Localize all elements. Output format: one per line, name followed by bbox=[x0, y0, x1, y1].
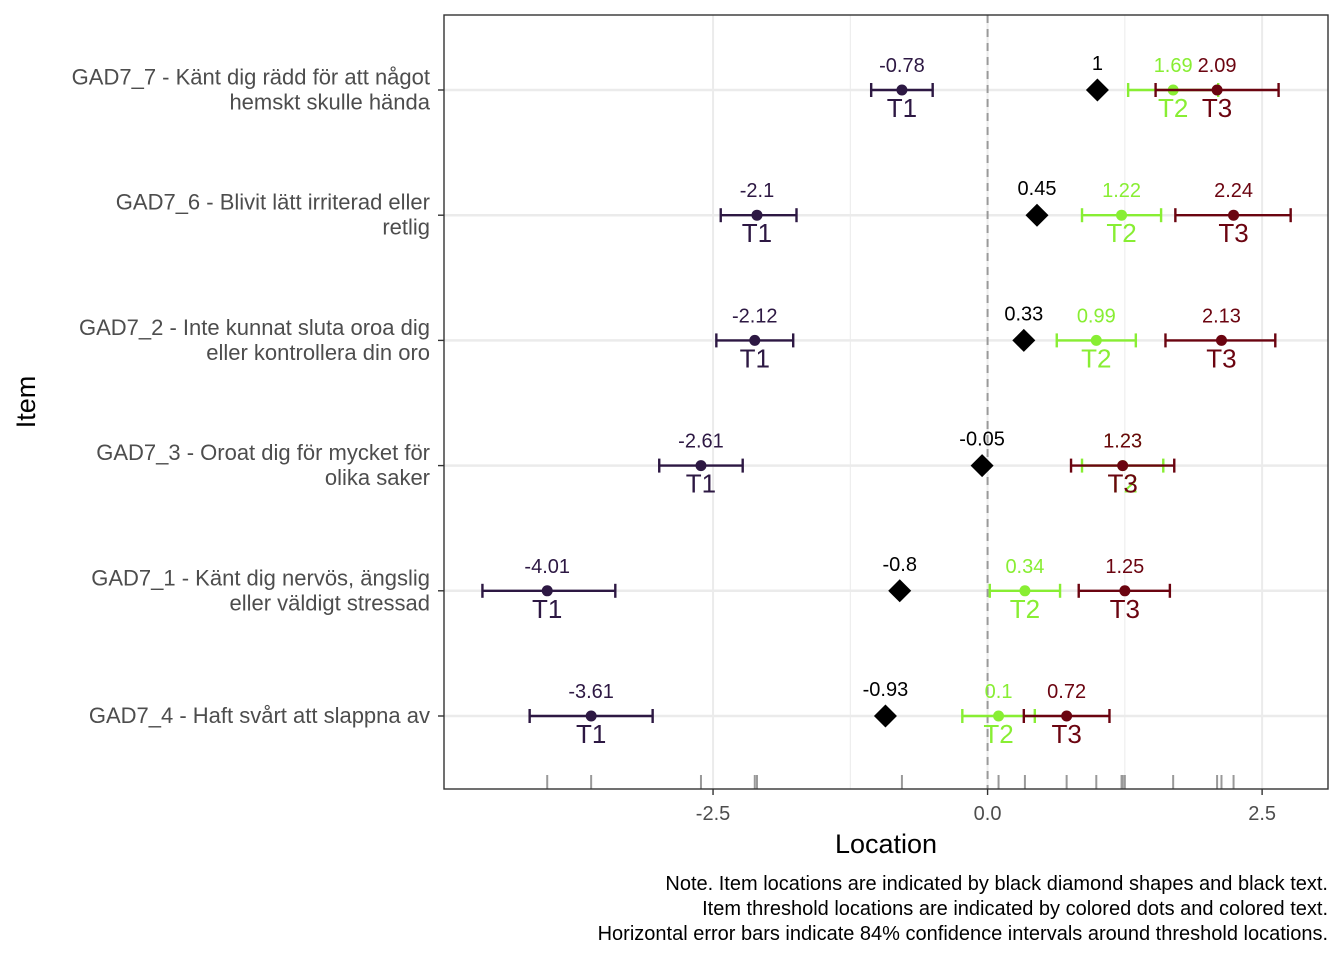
threshold-name-label-t3: T3 bbox=[1051, 719, 1081, 749]
threshold-value-label-t3: 0.72 bbox=[1047, 681, 1086, 703]
item-location-diamond bbox=[970, 454, 994, 478]
plot-panel-border bbox=[443, 14, 1329, 790]
item-row-3: -2.12 T1 0.99 T2 2.13 T3 0.33 bbox=[715, 303, 1277, 373]
threshold-value-label-t1: -2.12 bbox=[732, 305, 778, 327]
note-line-1: Note. Item locations are indicated by bl… bbox=[665, 873, 1328, 895]
threshold-value-label-t2: 1.69 bbox=[1154, 55, 1193, 77]
x-axis: -2.5 0.0 2.5 bbox=[696, 789, 1276, 825]
threshold-point-t1 bbox=[749, 334, 761, 346]
y-tick-label: eller kontrollera din oro bbox=[206, 340, 430, 365]
x-tick-label: 2.5 bbox=[1248, 803, 1276, 825]
threshold-name-label-t3: T3 bbox=[1206, 343, 1236, 373]
y-tick-label: GAD7_4 - Haft svårt att slappna av bbox=[89, 703, 430, 728]
threshold-name-label-t1: T1 bbox=[740, 343, 770, 373]
threshold-value-label-t3: 1.23 bbox=[1103, 431, 1142, 453]
item-location-label: -0.8 bbox=[882, 554, 916, 576]
chart-marks: -0.78 T1 1.69 T2 2.09 T3 1 -2.1 T1 1.22 T2 2.24 T3 0.… bbox=[481, 53, 1292, 749]
threshold-name-label-t2: T2 bbox=[1158, 93, 1188, 123]
threshold-value-label-t3: 2.24 bbox=[1214, 180, 1253, 202]
threshold-point-t2 bbox=[1116, 209, 1128, 221]
threshold-value-label-t3: 2.13 bbox=[1202, 305, 1241, 327]
threshold-name-label-t1: T1 bbox=[742, 218, 772, 248]
item-row-6: -3.61 T1 0.1 T2 0.72 T3 -0.93 bbox=[528, 679, 1111, 749]
threshold-point-t1 bbox=[896, 84, 908, 96]
threshold-point-t2 bbox=[993, 710, 1005, 722]
threshold-name-label-t1: T1 bbox=[532, 594, 562, 624]
threshold-point-t3 bbox=[1228, 209, 1240, 221]
threshold-name-label-t3: T3 bbox=[1202, 93, 1232, 123]
note-line-2: Item threshold locations are indicated b… bbox=[702, 898, 1328, 920]
x-tick-label: -2.5 bbox=[696, 803, 730, 825]
threshold-name-label-t2: T2 bbox=[1010, 594, 1040, 624]
threshold-point-t1 bbox=[585, 710, 597, 722]
threshold-value-label-t2: 0.34 bbox=[1005, 556, 1044, 578]
threshold-point-t3 bbox=[1117, 460, 1129, 472]
y-tick-label: retlig bbox=[382, 215, 430, 240]
y-tick-label: hemskt skulle hända bbox=[229, 90, 430, 115]
note-line-3: Horizontal error bars indicate 84% confi… bbox=[598, 923, 1328, 945]
threshold-name-label-t3: T3 bbox=[1110, 594, 1140, 624]
threshold-value-label-t2: 1.23 bbox=[1103, 431, 1142, 453]
y-tick-label: GAD7_6 - Blivit lätt irriterad eller bbox=[116, 190, 430, 215]
item-location-label: -0.05 bbox=[959, 429, 1005, 451]
threshold-point-t1 bbox=[541, 585, 553, 597]
threshold-name-label-t3: T3 bbox=[1218, 218, 1248, 248]
y-tick-label: GAD7_3 - Oroat dig för mycket för bbox=[96, 440, 430, 465]
plot-panel bbox=[444, 15, 1328, 789]
threshold-value-label-t2: 0.1 bbox=[985, 681, 1013, 703]
threshold-point-t2 bbox=[1090, 334, 1102, 346]
x-axis-title: Location bbox=[835, 829, 937, 859]
y-axis-title: Item bbox=[11, 376, 41, 429]
y-tick-label: GAD7_1 - Känt dig nervös, ängslig bbox=[91, 565, 430, 590]
x-tick-label: 0.0 bbox=[974, 803, 1002, 825]
item-location-diamond bbox=[1025, 203, 1049, 227]
threshold-value-label-t3: 1.25 bbox=[1105, 556, 1144, 578]
y-tick-label: olika saker bbox=[325, 465, 430, 490]
threshold-name-label-t2: T2 bbox=[1106, 218, 1136, 248]
threshold-point-t3 bbox=[1119, 585, 1131, 597]
y-axis: GAD7_7 - Känt dig rädd för att någothems… bbox=[72, 65, 444, 728]
item-location-label: -0.93 bbox=[863, 679, 909, 701]
threshold-value-label-t1: -2.1 bbox=[740, 180, 774, 202]
threshold-point-t2 bbox=[1019, 585, 1031, 597]
minor-gridlines bbox=[849, 15, 1126, 789]
threshold-value-label-t2: 0.99 bbox=[1077, 305, 1116, 327]
caption-note: Note. Item locations are indicated by bl… bbox=[598, 873, 1328, 945]
threshold-name-label-t1: T1 bbox=[576, 719, 606, 749]
rug-marks bbox=[546, 775, 1235, 789]
threshold-value-label-t1: -4.01 bbox=[524, 556, 570, 578]
threshold-name-label-t1: T1 bbox=[686, 469, 716, 499]
threshold-point-t3 bbox=[1211, 84, 1223, 96]
threshold-name-label-t3: T3 bbox=[1107, 469, 1137, 499]
item-location-label: 0.45 bbox=[1018, 178, 1057, 200]
item-location-diamond bbox=[1085, 78, 1109, 102]
y-tick-label: GAD7_7 - Känt dig rädd för att något bbox=[72, 65, 430, 90]
threshold-value-label-t3: 2.09 bbox=[1198, 55, 1237, 77]
item-row-2: -2.1 T1 1.22 T2 2.24 T3 0.45 bbox=[719, 178, 1292, 248]
threshold-value-label-t1: -0.78 bbox=[879, 55, 925, 77]
threshold-point-t3 bbox=[1061, 710, 1073, 722]
threshold-point-t3 bbox=[1215, 334, 1227, 346]
item-location-label: 1 bbox=[1092, 53, 1103, 75]
item-location-diamond bbox=[1012, 328, 1036, 352]
threshold-point-t1 bbox=[695, 460, 707, 472]
threshold-name-label-t1: T1 bbox=[887, 93, 917, 123]
threshold-value-label-t1: -3.61 bbox=[568, 681, 614, 703]
y-tick-label: eller väldigt stressad bbox=[229, 590, 430, 615]
item-location-label: 0.33 bbox=[1004, 303, 1043, 325]
threshold-value-label-t2: 1.22 bbox=[1102, 180, 1141, 202]
threshold-name-label-t2: T2 bbox=[1107, 469, 1137, 499]
item-row-1: -0.78 T1 1.69 T2 2.09 T3 1 bbox=[869, 53, 1280, 123]
threshold-name-label-t2: T2 bbox=[1081, 343, 1111, 373]
item-location-diamond bbox=[873, 704, 897, 728]
y-tick-label: GAD7_2 - Inte kunnat sluta oroa dig bbox=[79, 315, 430, 340]
threshold-value-label-t1: -2.61 bbox=[678, 431, 724, 453]
item-row-5: -4.01 T1 0.34 T2 1.25 T3 -0.8 bbox=[481, 554, 1172, 624]
threshold-name-label-t2: T2 bbox=[983, 719, 1013, 749]
item-location-diamond bbox=[888, 579, 912, 603]
threshold-point-t1 bbox=[751, 209, 763, 221]
